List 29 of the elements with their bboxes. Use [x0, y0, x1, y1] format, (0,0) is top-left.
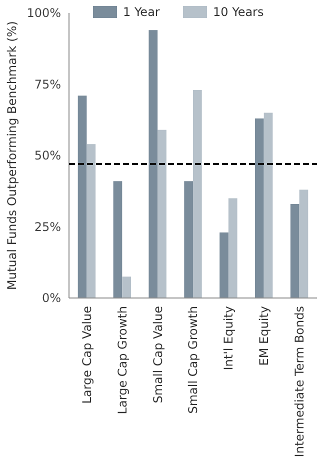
legend-label: 10 Years	[213, 5, 264, 20]
bar	[86, 144, 96, 298]
x-tick-label: Int'l Equity	[222, 306, 236, 370]
y-axis-title: Mutual Funds Outperforming Benchmark (%)	[5, 21, 20, 290]
bar	[113, 181, 122, 298]
y-tick-label: 75%	[34, 77, 61, 92]
bar	[122, 276, 131, 298]
x-tick-label: EM Equity	[257, 306, 272, 366]
bar	[264, 112, 273, 298]
y-tick-label: 25%	[34, 220, 61, 234]
x-tick-label: Small Cap Growth	[186, 306, 200, 414]
bar	[290, 204, 300, 298]
x-tick-label: Large Cap Value	[80, 306, 94, 404]
bar	[255, 118, 264, 298]
bar	[148, 30, 158, 298]
bar	[220, 232, 228, 298]
x-tick-label: Small Cap Value	[150, 306, 165, 404]
bar	[299, 190, 308, 298]
bar	[78, 96, 87, 298]
legend-label: 1 Year	[123, 5, 160, 20]
bar	[228, 198, 238, 298]
x-tick-label: Intermediate Term Bonds	[292, 306, 306, 458]
x-tick-label: Large Cap Growth	[115, 306, 130, 414]
y-tick-label: 50%	[34, 148, 61, 163]
y-tick-label: 0%	[42, 291, 61, 306]
bar	[158, 130, 166, 298]
bar	[193, 90, 202, 298]
bar	[184, 181, 193, 298]
y-tick-label: 100%	[26, 6, 61, 20]
